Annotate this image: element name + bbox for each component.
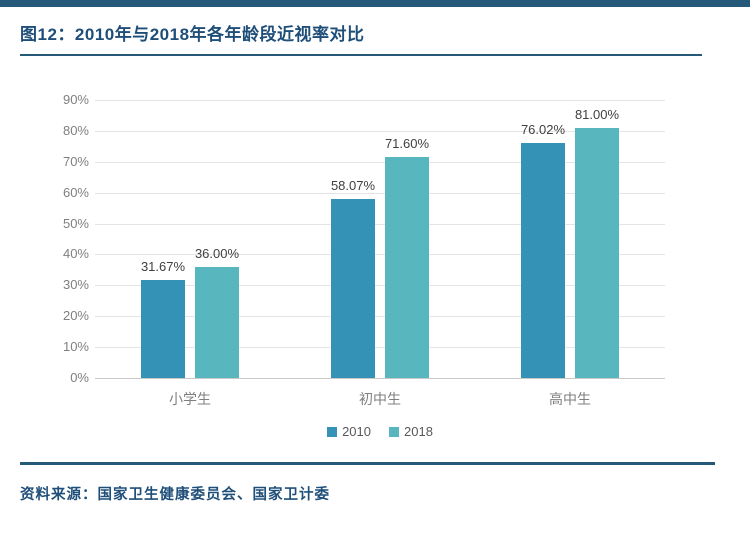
y-axis-tick-label: 50% <box>62 215 89 231</box>
y-axis-tick-label: 30% <box>62 277 89 293</box>
bar-value-label: 76.02% <box>520 122 566 138</box>
y-axis-tick-label: 0% <box>70 370 89 385</box>
legend-swatch-icon <box>327 426 338 437</box>
title-divider <box>20 54 702 56</box>
y-axis-tick-label: 80% <box>62 122 89 138</box>
legend-label: 2010 <box>342 424 371 439</box>
legend-swatch-icon <box>389 426 399 437</box>
figure-title: 图12：2010年与2018年各年龄段近视率对比 <box>20 25 365 44</box>
y-axis-tick-label: 40% <box>62 246 89 262</box>
legend-item-2018: 2018 <box>389 424 433 439</box>
bar-value-label: 58.07% <box>330 177 376 193</box>
bar-2018-初中生 <box>385 156 429 378</box>
y-axis-tick-label: 70% <box>62 153 89 169</box>
bar-2018-高中生 <box>575 127 619 378</box>
gridline-10 <box>95 347 665 349</box>
source-note: 资料来源：国家卫生健康委员会、国家卫计委 <box>20 487 330 503</box>
x-axis-category-label: 初中生 <box>359 391 401 407</box>
gridline-80 <box>95 130 665 132</box>
bar-2018-小学生 <box>195 266 239 378</box>
gridline-0 <box>95 378 665 379</box>
gridline-60 <box>95 192 665 194</box>
bar-2010-初中生 <box>331 198 375 378</box>
bar-value-label: 71.60% <box>384 135 430 151</box>
gridline-70 <box>95 161 665 163</box>
grouped-bar-chart: 0% 10% 20% 30% 40% 50% 60% 70% 80% 90% 31.67% 36.00… <box>60 90 700 460</box>
legend-item-2010: 2010 <box>327 424 371 439</box>
bar-2010-高中生 <box>521 143 565 378</box>
gridline-20 <box>95 316 665 318</box>
gridline-50 <box>95 223 665 225</box>
y-axis-tick-label: 60% <box>62 184 89 200</box>
top-accent-bar <box>0 0 750 7</box>
x-axis-category-label: 高中生 <box>549 391 591 407</box>
legend-label: 2018 <box>404 424 433 439</box>
y-axis-tick-label: 20% <box>62 308 89 324</box>
y-axis-tick-label: 10% <box>62 339 89 355</box>
bar-2010-小学生 <box>141 280 185 378</box>
x-axis-category-label: 小学生 <box>169 391 211 407</box>
chart-legend: 2010 2018 <box>95 424 665 439</box>
y-axis-tick-label: 90% <box>62 92 89 107</box>
gridline-90 <box>95 100 665 101</box>
footer-divider <box>20 462 715 465</box>
bar-value-label: 81.00% <box>574 106 620 122</box>
gridline-40 <box>95 254 665 256</box>
bar-value-label: 31.67% <box>140 259 186 275</box>
gridline-30 <box>95 285 665 287</box>
bar-value-label: 36.00% <box>194 245 240 261</box>
